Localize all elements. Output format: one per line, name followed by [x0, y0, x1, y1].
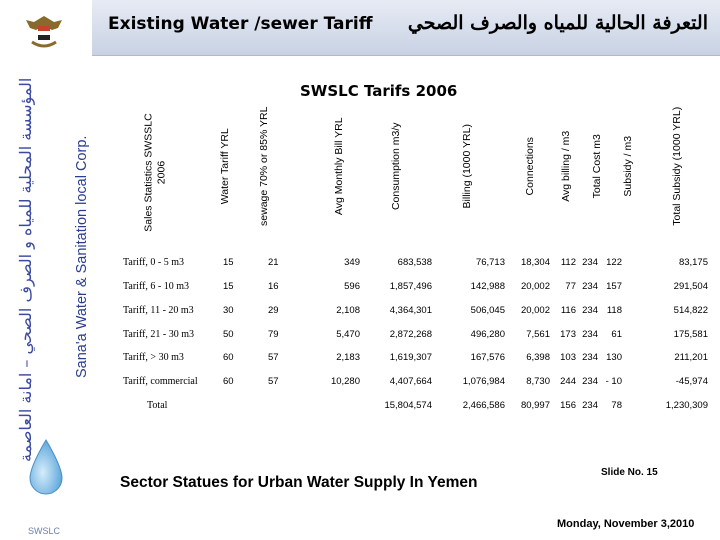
table-cell: 4,364,301: [389, 305, 432, 316]
table-cell: 50: [223, 329, 234, 340]
table-cell: 496,280: [470, 329, 505, 340]
table-cell: 234: [582, 352, 598, 363]
table-cell: 2,466,586: [462, 400, 505, 411]
column-header: sewage 70% or 85% YRL: [257, 106, 270, 226]
table-cell: 234: [582, 257, 598, 268]
table-cell: 15,804,574: [384, 400, 432, 411]
row-label: Tariff, > 30 m3: [123, 352, 184, 363]
table-cell: -45,974: [675, 376, 708, 387]
table-cell: 61: [611, 329, 622, 340]
table-cell: 683,538: [397, 257, 432, 268]
table-cell: 596: [344, 281, 360, 292]
page-title-ar: التعرفة الحالية للمياه والصرف الصحي: [407, 12, 708, 34]
column-header: Sales Statistics SWSSLC 2006: [142, 113, 168, 232]
table-cell: 60: [223, 376, 234, 387]
table-cell: 234: [582, 281, 598, 292]
org-name-en: Sana'a Water & Sanitation local Corp.: [74, 135, 90, 378]
table-cell: 2,872,268: [389, 329, 432, 340]
table-cell: 112: [560, 257, 576, 268]
page-title-en: Existing Water /sewer Tariff: [108, 14, 373, 34]
column-header: Connections: [523, 137, 536, 196]
row-label: Total: [147, 400, 168, 411]
logo-label: SWSLC: [28, 526, 61, 536]
footer-text: Sector Statues for Urban Water Supply In…: [120, 474, 478, 491]
main-content: [97, 58, 720, 538]
table-cell: 211,201: [674, 352, 708, 363]
table-cell: 30: [223, 305, 234, 316]
table-cell: 122: [606, 257, 622, 268]
table-cell: 6,398: [526, 352, 550, 363]
table-cell: 118: [606, 305, 622, 316]
table-cell: 291,504: [673, 281, 708, 292]
table-cell: 234: [582, 400, 598, 411]
column-header: Avg Monthly Bill YRL: [332, 117, 345, 216]
table-cell: 1,619,307: [389, 352, 432, 363]
table-cell: 2,183: [336, 352, 360, 363]
table-cell: 116: [560, 305, 576, 316]
table-cell: 349: [344, 257, 360, 268]
table-cell: 15: [223, 257, 234, 268]
yemen-emblem-icon: [26, 16, 62, 48]
table-cell: 57: [268, 376, 279, 387]
table-cell: 156: [560, 400, 576, 411]
table-cell: 76,713: [475, 257, 505, 268]
table-cell: 234: [582, 376, 598, 387]
table-cell: 234: [582, 305, 598, 316]
table-cell: 175,581: [673, 329, 708, 340]
table-cell: 157: [606, 281, 622, 292]
table-cell: 1,230,309: [665, 400, 708, 411]
table-cell: 16: [268, 281, 279, 292]
table-cell: 5,470: [336, 329, 360, 340]
column-header: Subsidy / m3: [621, 135, 634, 197]
table-cell: 130: [606, 352, 622, 363]
table-cell: 77: [565, 281, 576, 292]
table-cell: 10,280: [330, 376, 360, 387]
water-drop-icon: [29, 439, 63, 495]
table-cell: 234: [582, 329, 598, 340]
column-header: Water Tariff YRL: [218, 128, 231, 205]
table-cell: 20,002: [520, 305, 550, 316]
table-title: SWSLC Tarifs 2006: [300, 82, 458, 100]
row-label: Tariff, 21 - 30 m3: [123, 329, 195, 340]
column-header: Total Subsidy (1000 YRL): [670, 106, 683, 226]
table-cell: 173: [560, 329, 576, 340]
slide-header: [92, 0, 720, 56]
table-cell: 78: [611, 400, 622, 411]
table-cell: 60: [223, 352, 234, 363]
org-name-ar: المؤسسة المحلية للمياه و الصرف الصحي – ا…: [16, 77, 35, 462]
table-cell: 103: [560, 352, 576, 363]
column-header: Total Cost m3: [590, 134, 603, 199]
table-cell: 1,076,984: [462, 376, 505, 387]
table-cell: 15: [223, 281, 234, 292]
table-cell: 7,561: [526, 329, 550, 340]
table-cell: 506,045: [470, 305, 505, 316]
row-label: Tariff, 0 - 5 m3: [123, 257, 185, 268]
table-cell: 18,304: [520, 257, 550, 268]
table-cell: 2,108: [336, 305, 360, 316]
table-cell: 21: [268, 257, 279, 268]
column-header: Avg billing / m3: [559, 130, 572, 202]
slide-date: Monday, November 3,2010: [557, 518, 695, 530]
table-cell: 1,857,496: [389, 281, 432, 292]
sidebar: Sana'a Water & Sanitation local Corp. ال…: [0, 0, 92, 540]
table-cell: 4,407,664: [389, 376, 432, 387]
table-cell: 8,730: [526, 376, 550, 387]
row-label: Tariff, 11 - 20 m3: [123, 305, 194, 316]
column-header: Consumption m3/y: [389, 122, 402, 211]
table-cell: 79: [268, 329, 279, 340]
table-cell: 57: [268, 352, 279, 363]
table-cell: 514,822: [673, 305, 708, 316]
column-header: Billing (1000 YRL): [460, 124, 473, 209]
table-cell: 167,576: [470, 352, 505, 363]
table-cell: - 10: [605, 376, 622, 387]
row-label: Tariff, 6 - 10 m3: [123, 281, 190, 292]
table-cell: 142,988: [470, 281, 505, 292]
row-label: Tariff, commercial: [123, 376, 198, 387]
table-cell: 83,175: [678, 257, 708, 268]
table-cell: 20,002: [520, 281, 550, 292]
slide-number: Slide No. 15: [601, 467, 658, 478]
table-cell: 29: [268, 305, 279, 316]
table-cell: 244: [560, 376, 576, 387]
table-cell: 80,997: [520, 400, 550, 411]
